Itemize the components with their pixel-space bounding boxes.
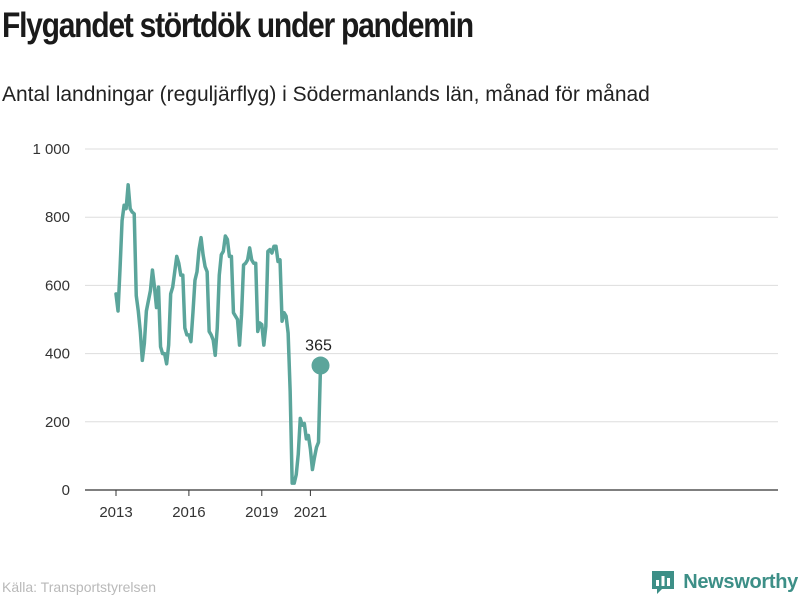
y-tick-label: 800 — [45, 209, 70, 226]
x-tick-label: 2019 — [245, 504, 278, 521]
x-tick-label: 2021 — [294, 504, 327, 521]
source-note: Källa: Transportstyrelsen — [2, 579, 157, 595]
x-axis-ticks: 2013 2016 2019 2021 — [99, 490, 327, 521]
grid-lines — [85, 148, 778, 423]
chart-title: Flygandet störtdök under pandemin — [2, 6, 474, 45]
y-tick-label: 200 — [45, 414, 70, 431]
chart-subtitle: Antal landningar (reguljärflyg) i Söderm… — [2, 83, 650, 106]
brand: Newsworthy — [649, 568, 798, 596]
y-tick-label: 400 — [45, 346, 70, 363]
y-axis-ticks: 0 200 400 600 800 1 000 — [32, 141, 70, 499]
last-point-marker — [311, 356, 330, 375]
series-line — [114, 183, 323, 485]
brand-name: Newsworthy — [683, 570, 798, 593]
newsworthy-logo-icon — [652, 571, 675, 594]
y-tick-label: 1 000 — [32, 141, 70, 158]
x-tick-label: 2013 — [99, 504, 132, 521]
x-tick-label: 2016 — [172, 504, 205, 521]
last-value-label: 365 — [305, 338, 332, 355]
y-tick-label: 600 — [45, 277, 70, 294]
y-tick-label: 0 — [62, 482, 70, 499]
